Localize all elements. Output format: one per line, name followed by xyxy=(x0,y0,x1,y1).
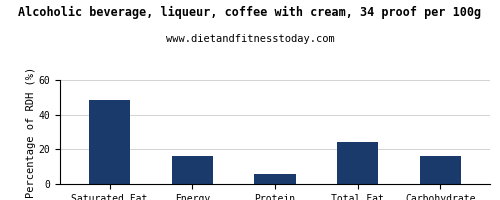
Text: www.dietandfitnesstoday.com: www.dietandfitnesstoday.com xyxy=(166,34,334,44)
Bar xyxy=(89,100,130,184)
Bar xyxy=(337,142,378,184)
Bar xyxy=(420,156,461,184)
Y-axis label: Percentage of RDH (%): Percentage of RDH (%) xyxy=(26,66,36,198)
Text: Alcoholic beverage, liqueur, coffee with cream, 34 proof per 100g: Alcoholic beverage, liqueur, coffee with… xyxy=(18,6,481,19)
Bar xyxy=(172,156,213,184)
Bar xyxy=(254,174,296,184)
